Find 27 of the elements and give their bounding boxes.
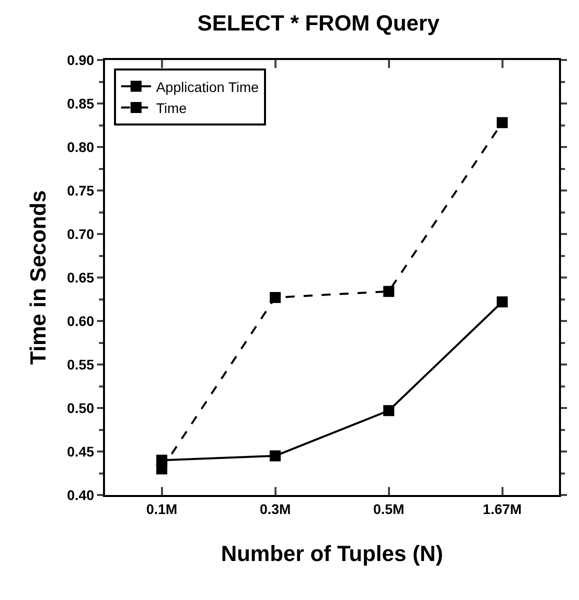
x-tick-label: 0.3M	[260, 500, 291, 517]
y-tick-label: 0.70	[66, 226, 94, 242]
x-tick-label: 0.5M	[373, 500, 404, 517]
x-axis-title: Number of Tuples (N)	[220, 541, 444, 566]
point	[270, 292, 281, 304]
point	[270, 450, 281, 462]
y-tick-label: 0.60	[66, 312, 94, 329]
point	[496, 296, 508, 308]
y-tick-label: 0.80	[66, 138, 94, 155]
y-tick-label: 0.40	[66, 486, 94, 503]
point	[383, 286, 394, 297]
x-tick-label: 1.67M	[482, 500, 522, 517]
y-tick-label: 0.75	[66, 182, 94, 198]
point	[156, 463, 168, 474]
legend-label: Application Time	[156, 78, 260, 95]
point	[496, 117, 508, 128]
y-tick-label: 0.65	[66, 269, 94, 286]
y-tick-label: 0.90	[66, 52, 94, 68]
y-tick-label: 0.55	[66, 356, 94, 372]
point	[383, 405, 394, 416]
chart-title: SELECT * FROM Query	[197, 10, 440, 36]
y-axis-title: Time in Seconds	[25, 190, 50, 365]
y-tick-label: 0.45	[66, 443, 94, 460]
y-tick-label: 0.85	[66, 95, 94, 112]
y-tick-label: 0.50	[66, 400, 94, 416]
legend-label: Time	[156, 100, 187, 116]
x-tick-label: 0.1M	[146, 500, 178, 517]
